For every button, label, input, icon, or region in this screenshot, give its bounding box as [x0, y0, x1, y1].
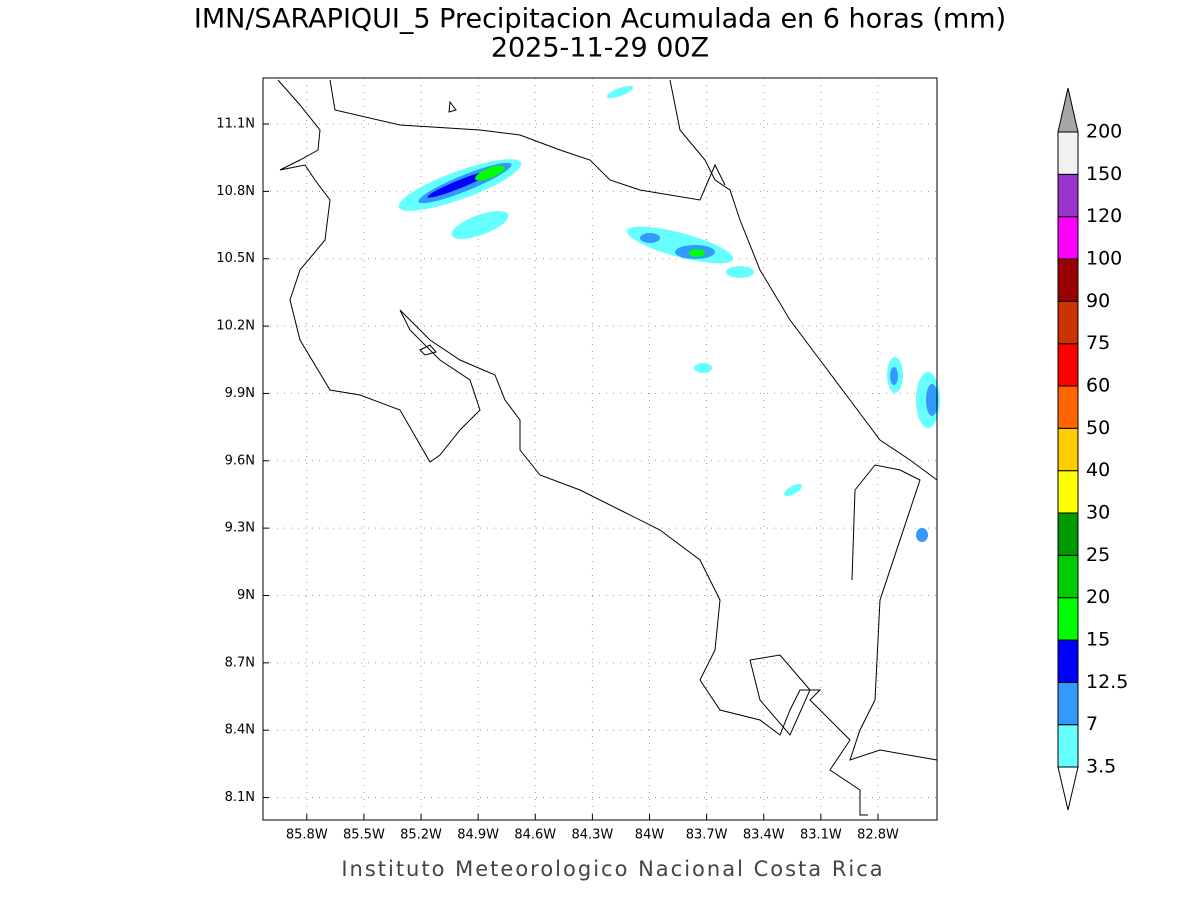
grid [263, 78, 937, 820]
y-tick-label: 8.7N [225, 655, 255, 670]
y-tick-label: 10.5N [216, 251, 255, 266]
x-tick-label: 85.8W [286, 828, 328, 843]
colorbar: 3.5 7 12.5 15 20 25 30 40 50 60 75 90 100 120 150 200 [1057, 87, 1128, 811]
colorbar-box [1057, 216, 1079, 260]
colorbar-box [1057, 597, 1079, 641]
colorbar-label: 12.5 [1086, 671, 1128, 693]
island [448, 100, 457, 113]
coastline [277, 79, 938, 816]
x-tick-label: 84.9W [457, 828, 499, 843]
y-tick-label: 8.4N [225, 723, 255, 738]
colorbar-box [1057, 385, 1079, 429]
footer: Instituto Meteorologico Nacional Costa R… [341, 857, 884, 881]
precip-area [926, 384, 938, 416]
colorbar-label: 90 [1086, 290, 1110, 312]
coastline [749, 654, 811, 736]
colorbar-box [1057, 173, 1079, 218]
colorbar-box [1057, 300, 1079, 345]
colorbar-box [1057, 724, 1079, 768]
colorbar-label: 150 [1086, 163, 1122, 185]
colorbar-box [1057, 470, 1079, 514]
colorbar-over [1057, 87, 1079, 133]
colorbar-box [1057, 554, 1079, 599]
colorbar-label: 3.5 [1086, 756, 1116, 778]
x-tick-label: 82.8W [857, 828, 899, 843]
title: IMN/SARAPIQUI_5 Precipitacion Acumulada … [194, 4, 1006, 35]
x-tick-label: 84.6W [514, 828, 556, 843]
x-tick-label: 83.7W [686, 828, 728, 843]
map-frame [262, 77, 938, 821]
colorbar-box [1057, 639, 1079, 683]
y-tick-label: 9N [237, 588, 255, 603]
colorbar-box [1057, 131, 1079, 175]
x-tick-label: 84.3W [571, 828, 613, 843]
precipitation [398, 85, 940, 542]
colorbar-under [1057, 766, 1079, 811]
island [419, 344, 437, 356]
colorbar-box [1057, 258, 1079, 302]
colorbar-label: 75 [1086, 332, 1110, 354]
coastline [669, 79, 938, 481]
border [849, 464, 938, 761]
colorbar-label: 20 [1086, 586, 1110, 608]
colorbar-label: 60 [1086, 375, 1110, 397]
colorbar-label: 50 [1086, 417, 1110, 439]
precip-area [626, 226, 734, 264]
precip-area [451, 211, 509, 239]
colorbar-box [1057, 343, 1079, 387]
colorbar-box [1057, 427, 1079, 472]
x-tick-label: 84W [635, 828, 665, 843]
y-tick-label: 10.8N [216, 184, 255, 199]
y-tick-label: 8.1N [225, 790, 255, 805]
precip-area [640, 233, 660, 243]
ticks: 85.8W 85.5W 85.2W 84.9W 84.6W 84.3W 84W 83.7W 83… [216, 117, 899, 843]
precip-area [689, 249, 705, 257]
y-tick-label: 9.3N [225, 521, 255, 536]
y-tick-label: 9.6N [225, 453, 255, 468]
subtitle: 2025-11-29 00Z [491, 33, 709, 64]
precip-area [916, 528, 928, 542]
colorbar-label: 30 [1086, 502, 1110, 524]
y-tick-label: 9.9N [225, 386, 255, 401]
colorbar-label: 7 [1086, 713, 1098, 735]
colorbar-label: 100 [1086, 248, 1122, 270]
colorbar-label: 120 [1086, 205, 1122, 227]
colorbar-box [1057, 681, 1079, 726]
precip-area [694, 363, 712, 373]
precip-area [606, 85, 634, 99]
colorbar-box [1057, 512, 1079, 556]
x-tick-label: 83.4W [743, 828, 785, 843]
colorbar-label: 15 [1086, 629, 1110, 651]
y-tick-label: 11.1N [216, 117, 255, 132]
precip-area [890, 367, 898, 385]
colorbar-label: 40 [1086, 459, 1110, 481]
colorbar-label: 200 [1086, 121, 1122, 143]
precip-area [784, 483, 802, 497]
coastline [277, 79, 868, 816]
y-tick-label: 10.2N [216, 319, 255, 334]
x-tick-label: 83.1W [800, 828, 842, 843]
x-tick-label: 85.5W [343, 828, 385, 843]
colorbar-label: 25 [1086, 544, 1110, 566]
border [329, 79, 726, 201]
precip-area [475, 165, 505, 181]
precip-area [726, 266, 754, 278]
x-tick-label: 85.2W [400, 828, 442, 843]
